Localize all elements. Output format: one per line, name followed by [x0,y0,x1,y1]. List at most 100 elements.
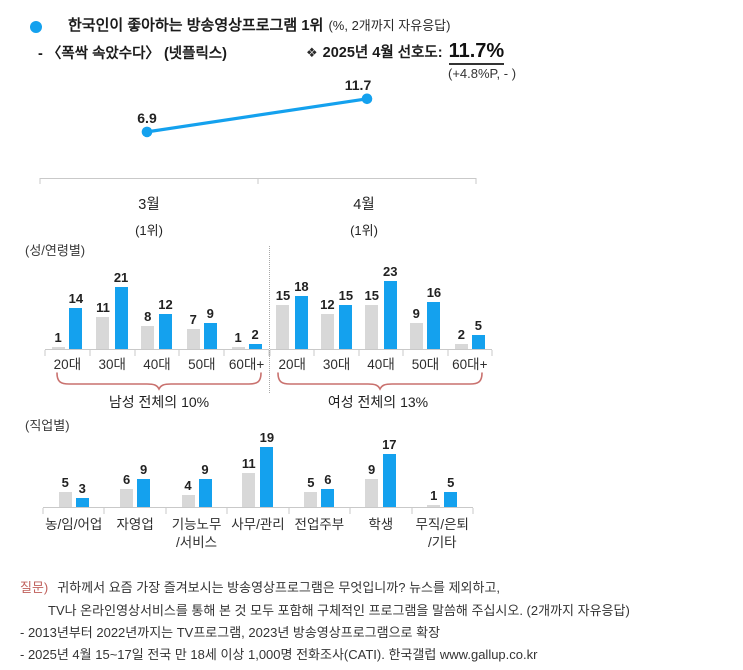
male-summary: 남성 전체의 10% [108,394,210,410]
bar-group: 9 16 [403,286,447,350]
bar-blue [383,281,397,350]
bar-column: 18 [294,279,309,350]
bar-blue [427,302,441,350]
male-underbrace [56,372,262,391]
bars-row: 1 14 11 21 8 12 7 9 1 2 [45,256,269,350]
category-label-line: 사무/관리 [231,517,285,532]
bar-gray [276,305,290,350]
category-label: 60대+ [448,356,492,374]
bar-value-label: 9 [140,462,148,478]
bar-gray [51,347,65,350]
preference-callout: ❖ 2025년 4월 선호도: 11.7% [306,40,505,65]
axis-tick [288,508,290,514]
category-label: 40대 [135,356,180,374]
category-label-line: 50대 [411,357,440,372]
category-label: 30대 [90,356,135,374]
bar-gray [365,479,379,508]
bar-value-label: 2 [457,327,465,342]
category-label-line: 20대 [278,357,306,372]
category-label-line: 40대 [367,357,395,372]
category-label: 40대 [359,356,403,374]
category-label-line: 60대+ [228,357,265,372]
bar-column: 14 [69,292,83,350]
bar-blue [382,453,396,508]
month-axis-tick [475,178,477,184]
page-title-text: 한국인이 좋아하는 방송영상프로그램 1위 [68,17,324,34]
bar-column: 6 [321,471,335,508]
bar-group: 9 17 [350,438,411,508]
axis-tick [42,508,44,514]
category-label: 30대 [314,356,358,374]
axis-tick [44,350,46,356]
bar-column: 1 [51,331,65,350]
category-labels-row: 20대 30대 40대 50대 60대+ [270,356,492,374]
female-underbrace [277,372,483,391]
bar-column: 2 [454,327,468,350]
bar-gray [454,344,468,350]
axis-tick [358,350,360,356]
bar-column: 9 [198,463,212,508]
category-label-line: /서비스 [176,535,218,551]
axis-tick [178,350,180,356]
axis-tick [89,350,91,356]
bar-column: 6 [120,473,134,508]
category-label: 기능노무/서비스 [166,516,227,552]
bar-value-label: 14 [68,291,84,306]
axis-tick [134,350,136,356]
bar-blue [203,323,217,350]
bar-blue [321,488,335,508]
point-value-label: 6.9 [137,109,157,126]
bar-value-label: 6 [324,471,332,487]
bar-value-label: 15 [275,288,291,303]
question-label: 질문) [20,580,49,595]
bar-column: 4 [181,479,195,508]
section-label-gender-age: (성/연령별) [25,243,86,258]
bar-column: 5 [471,319,485,350]
category-label-line: 40대 [143,357,171,372]
bar-gray [320,314,334,350]
axis-tick [226,508,228,514]
bar-column: 5 [58,476,72,508]
month-axis-tick [39,178,41,184]
bar-value-label: 9 [206,306,214,321]
axis-tick [349,508,351,514]
bar-value-label: 2 [251,327,259,342]
bar-blue [69,308,83,350]
category-label: 60대+ [224,356,269,374]
category-label-line: 학생 [368,517,394,532]
bar-group: 1 14 [45,292,90,350]
bar-value-label: 23 [383,264,398,279]
point-value-label: 11.7 [344,76,372,93]
diamond-icon: ❖ [306,45,318,60]
category-label-line: 전업주부 [294,517,345,532]
bar-gray [186,329,200,350]
axis-tick [269,350,271,356]
bar-chart-occupation: 5 3 6 9 4 9 11 19 5 6 9 17 1 5 농/임/어업 자영업 기능노무/서비스 사무/관리 전… [42,427,474,550]
bar-value-label: 15 [364,288,380,303]
bar-value-label: 18 [294,279,309,294]
category-label: 사무/관리 [227,516,288,552]
category-label: 20대 [45,356,90,374]
bar-column: 15 [339,289,353,350]
bar-gray [141,326,155,350]
bar-value-label: 17 [382,436,397,452]
female-summary: 여성 전체의 13% [327,394,429,410]
bar-gray [242,472,256,508]
axis-tick [103,508,105,514]
bar-gray [304,492,318,508]
preference-label: 2025년 4월 선호도: [322,45,443,61]
category-label-line: 50대 [188,357,216,372]
axis-tick [411,508,413,514]
bar-column: 7 [186,313,200,350]
bar-blue [248,344,262,350]
month-rank: (1위) [135,223,163,238]
bar-gray [181,495,195,508]
bar-blue [198,479,212,508]
axis-line [45,349,269,350]
bar-column: 11 [242,457,256,508]
bar-blue [137,479,151,508]
bar-value-label: 21 [113,270,129,285]
